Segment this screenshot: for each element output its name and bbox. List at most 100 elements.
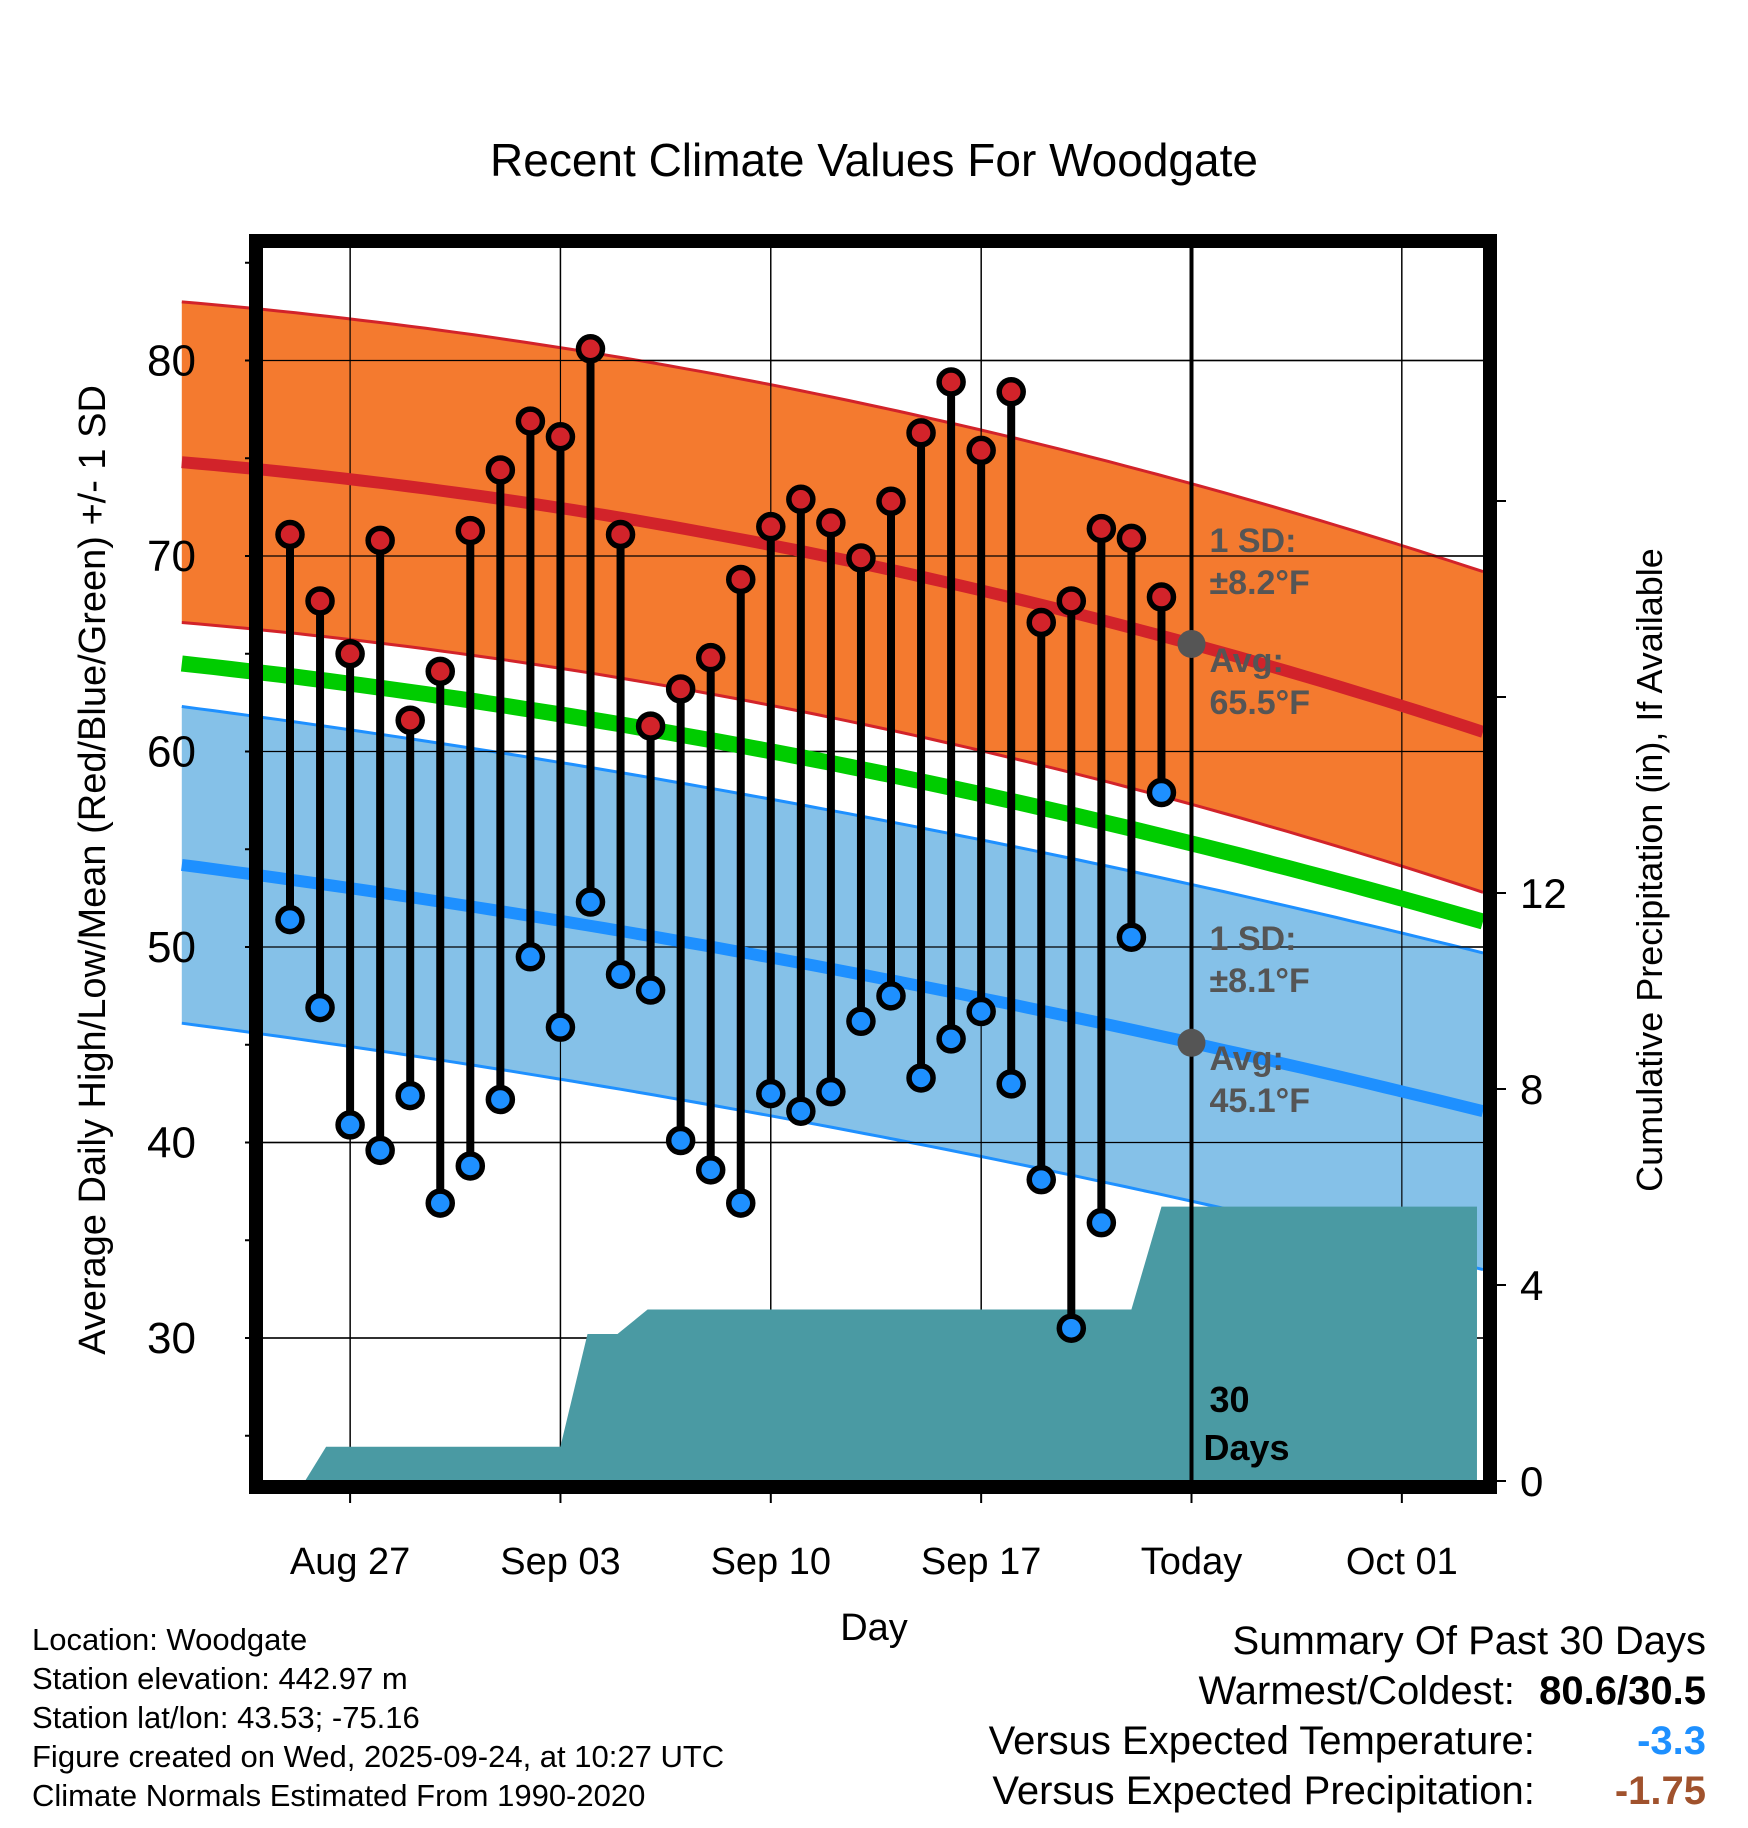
elevation-text: Station elevation: 442.97 m — [32, 1661, 408, 1696]
high-temp-marker — [756, 511, 786, 542]
y-tick-label: 80 — [147, 337, 196, 386]
latlon-text: Station lat/lon: 43.53; -75.16 — [32, 1700, 420, 1735]
low-temp-marker — [1116, 922, 1147, 952]
low-temp-marker — [1146, 777, 1177, 808]
summary-temp-row: Versus Expected Temperature: -3.3 — [989, 1716, 1706, 1766]
high-temp-marker — [906, 418, 936, 448]
y-tick-label: 70 — [147, 532, 196, 581]
low-today-avg-dot — [1177, 1028, 1206, 1057]
high-temp-marker — [1146, 582, 1177, 612]
precip-area — [190, 247, 1477, 1481]
x-tick-label: Oct 01 — [1346, 1541, 1458, 1583]
low-temp-marker — [846, 1006, 876, 1037]
x-axis-label: Day — [840, 1607, 908, 1649]
low-temp-marker — [545, 1012, 576, 1042]
high-temp-marker — [1086, 513, 1117, 544]
low-sd-label: 1 SD: — [1210, 920, 1297, 958]
x-tick-label: Sep 17 — [921, 1541, 1041, 1583]
temperature-markers — [275, 334, 1177, 1343]
low-temp-marker — [305, 992, 335, 1023]
high-temp-marker — [485, 455, 516, 485]
warmest-value: 80.6/30.5 — [1539, 1669, 1706, 1713]
high-temp-marker — [665, 674, 696, 704]
summary-warmest-row: Warmest/Coldest: 80.6/30.5 — [989, 1666, 1707, 1716]
low-temp-marker — [425, 1188, 455, 1218]
high-temp-marker — [726, 564, 756, 595]
high-temp-marker — [996, 377, 1026, 407]
low-temp-marker — [756, 1078, 786, 1109]
high-temp-marker — [1056, 586, 1087, 616]
high-today-avg-dot — [1177, 629, 1206, 658]
high-temp-marker — [876, 486, 906, 517]
high-temp-marker — [395, 705, 425, 735]
low-temp-marker — [515, 942, 546, 972]
high-sd-value: ±8.2°F — [1210, 564, 1310, 602]
low-temp-marker — [485, 1084, 516, 1115]
summary-title: Summary Of Past 30 Days — [1232, 1619, 1706, 1663]
y-tick-label: 60 — [147, 728, 196, 777]
high-temp-marker — [425, 656, 455, 687]
created-text: Figure created on Wed, 2025-09-24, at 10… — [32, 1739, 725, 1774]
high-temp-marker — [605, 519, 636, 550]
y2-tick-label: 4 — [1520, 1262, 1543, 1309]
high-temp-marker — [545, 421, 576, 452]
low-avg-label: Avg: — [1210, 1040, 1284, 1078]
station-metadata: Location: Woodgate Station elevation: 44… — [32, 1620, 724, 1815]
x-tick-label: Sep 10 — [711, 1541, 831, 1583]
y2-tick-label: 8 — [1520, 1066, 1543, 1113]
low-temp-marker — [455, 1151, 486, 1181]
high-avg-value: 65.5°F — [1210, 684, 1311, 722]
y-axis-label: Average Daily High/Low/Mean (Red/Blue/Gr… — [72, 385, 114, 1355]
low-temp-marker — [1056, 1313, 1087, 1343]
x-tick-label: Today — [1141, 1541, 1242, 1583]
high-temp-marker — [966, 435, 996, 466]
high-sd-label: 1 SD: — [1210, 522, 1297, 560]
warmest-label: Warmest/Coldest: — [1198, 1669, 1515, 1713]
low-temp-marker — [726, 1188, 756, 1218]
low-temp-marker — [876, 981, 906, 1011]
low-temp-marker — [1026, 1164, 1056, 1195]
low-temp-marker — [395, 1080, 425, 1111]
low-avg-value: 45.1°F — [1210, 1082, 1311, 1120]
temp-label: Versus Expected Temperature: — [988, 1719, 1535, 1763]
low-temp-marker — [906, 1063, 936, 1093]
chart-title: Recent Climate Values For Woodgate — [490, 134, 1258, 186]
y2-tick-label: 0 — [1520, 1458, 1543, 1505]
y2-axis-label: Cumulative Precipitation (in), If Availa… — [1629, 548, 1670, 1192]
normals-text: Climate Normals Estimated From 1990-2020 — [32, 1778, 646, 1813]
summary-precip-row: Versus Expected Precipitation: -1.75 — [989, 1766, 1706, 1816]
low-temp-marker — [695, 1155, 726, 1185]
low-temp-marker — [966, 996, 996, 1027]
high-temp-marker — [335, 639, 365, 669]
low-temp-marker — [936, 1024, 966, 1054]
low-temp-marker — [996, 1069, 1026, 1099]
low-temp-marker — [1086, 1207, 1117, 1238]
summary-panel: Summary Of Past 30 Days Warmest/Coldest:… — [989, 1616, 1706, 1816]
high-temp-marker — [936, 367, 966, 397]
y2-tick-label: 12 — [1520, 870, 1567, 917]
x-tick-label: Aug 27 — [290, 1541, 410, 1583]
low-temp-marker — [816, 1076, 846, 1107]
low-temp-marker — [665, 1125, 696, 1156]
high-temp-marker — [515, 406, 546, 436]
y-tick-label: 50 — [147, 923, 196, 972]
period-number: 30 — [1210, 1379, 1250, 1420]
x-tick-label: Sep 03 — [500, 1541, 620, 1583]
high-temp-marker — [786, 484, 816, 515]
precip-label: Versus Expected Precipitation: — [992, 1769, 1535, 1813]
high-temp-marker — [305, 586, 335, 616]
low-temp-marker — [575, 887, 606, 917]
plot-frame — [249, 234, 1497, 1494]
high-temp-marker — [1026, 607, 1056, 638]
high-temp-marker — [1116, 523, 1147, 554]
high-temp-marker — [365, 525, 395, 556]
location-text: Location: Woodgate — [32, 1622, 308, 1657]
temperature-stems — [286, 348, 1166, 1329]
low-sd-value: ±8.1°F — [1210, 962, 1310, 1000]
y-tick-label: 30 — [147, 1314, 196, 1363]
high-band-upper-edge — [181, 300, 1484, 574]
precip-cumulative-area — [190, 1206, 1477, 1481]
precip-value: -1.75 — [1614, 1769, 1706, 1813]
